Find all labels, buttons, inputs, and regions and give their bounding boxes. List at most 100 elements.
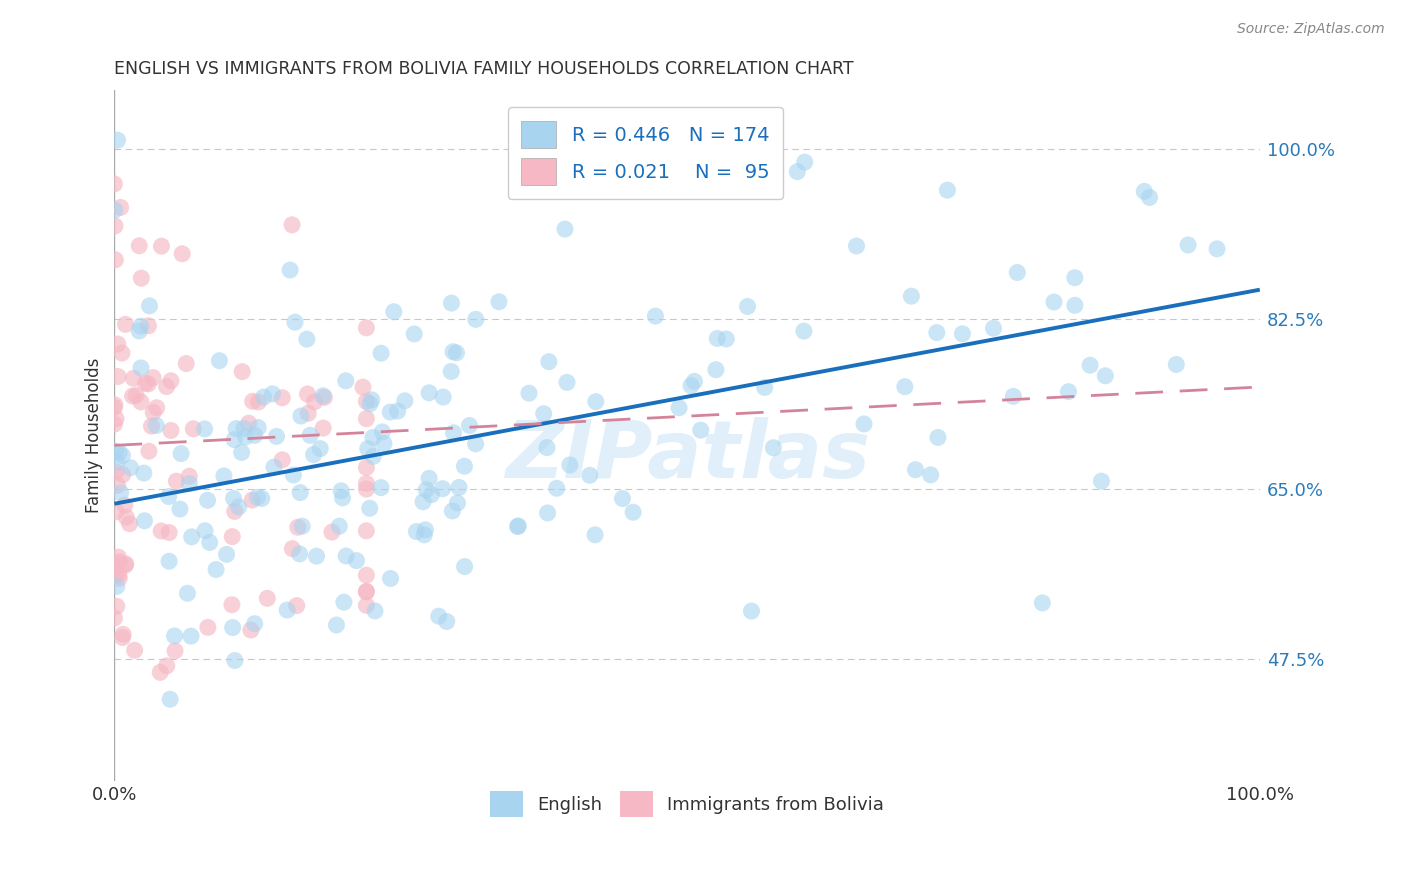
Point <box>104 465 127 479</box>
Point <box>114 498 136 512</box>
Point <box>1064 298 1087 312</box>
Point <box>111 467 134 482</box>
Point <box>314 391 336 405</box>
Point <box>356 584 378 599</box>
Point <box>668 401 690 415</box>
Point <box>1094 368 1116 383</box>
Point <box>644 309 666 323</box>
Point <box>356 321 378 335</box>
Point <box>107 337 129 351</box>
Point <box>373 436 395 450</box>
Point <box>180 530 202 544</box>
Point <box>405 524 427 539</box>
Point <box>681 378 703 392</box>
Point <box>157 525 180 540</box>
Point <box>371 425 394 439</box>
Point <box>145 418 167 433</box>
Point <box>370 481 392 495</box>
Point <box>129 395 152 409</box>
Point <box>852 417 875 431</box>
Point <box>225 421 247 435</box>
Point <box>104 219 127 233</box>
Point <box>332 491 354 505</box>
Point <box>952 326 974 341</box>
Point <box>488 294 510 309</box>
Point <box>118 516 141 531</box>
Point <box>278 263 301 277</box>
Point <box>364 604 387 618</box>
Point <box>404 326 426 341</box>
Point <box>105 455 128 469</box>
Point <box>122 371 145 385</box>
Point <box>150 524 173 538</box>
Point <box>583 528 606 542</box>
Point <box>394 393 416 408</box>
Text: ZIPatlas: ZIPatlas <box>505 417 870 495</box>
Point <box>309 442 332 456</box>
Point <box>183 422 205 436</box>
Point <box>983 321 1005 335</box>
Point <box>555 376 578 390</box>
Point <box>297 387 319 401</box>
Point <box>441 344 464 359</box>
Point <box>321 525 343 540</box>
Point <box>240 493 263 508</box>
Point <box>141 419 163 434</box>
Point <box>453 459 475 474</box>
Point <box>174 357 197 371</box>
Point <box>441 504 464 518</box>
Point <box>288 485 311 500</box>
Point <box>412 495 434 509</box>
Point <box>446 496 468 510</box>
Point <box>305 549 328 563</box>
Point <box>170 446 193 460</box>
Point <box>370 346 392 360</box>
Point <box>159 692 181 706</box>
Point <box>128 324 150 338</box>
Point <box>328 519 350 533</box>
Point <box>458 418 481 433</box>
Point <box>142 370 165 384</box>
Point <box>1007 266 1029 280</box>
Point <box>238 416 260 430</box>
Point <box>107 369 129 384</box>
Point <box>160 424 183 438</box>
Point <box>243 428 266 442</box>
Point <box>103 177 125 191</box>
Point <box>464 312 486 326</box>
Point <box>554 222 576 236</box>
Point <box>138 318 160 333</box>
Point <box>380 571 402 585</box>
Y-axis label: Family Households: Family Households <box>86 358 103 513</box>
Point <box>110 201 132 215</box>
Point <box>1057 384 1080 399</box>
Point <box>246 491 269 505</box>
Point <box>221 530 243 544</box>
Point <box>335 549 357 563</box>
Point <box>271 453 294 467</box>
Point <box>103 417 125 431</box>
Point <box>920 467 942 482</box>
Point <box>432 390 454 404</box>
Point <box>231 365 253 379</box>
Point <box>103 401 125 415</box>
Point <box>900 289 922 303</box>
Point <box>224 504 246 518</box>
Point <box>288 547 311 561</box>
Point <box>281 218 304 232</box>
Point <box>105 411 128 425</box>
Point <box>179 476 201 491</box>
Point <box>134 514 156 528</box>
Point <box>132 466 155 480</box>
Point <box>845 239 868 253</box>
Point <box>129 319 152 334</box>
Point <box>125 388 148 402</box>
Point <box>107 133 129 147</box>
Point <box>111 346 134 360</box>
Point <box>115 510 138 524</box>
Point <box>284 315 307 329</box>
Point <box>302 448 325 462</box>
Point <box>287 520 309 534</box>
Point <box>536 506 558 520</box>
Point <box>215 547 238 561</box>
